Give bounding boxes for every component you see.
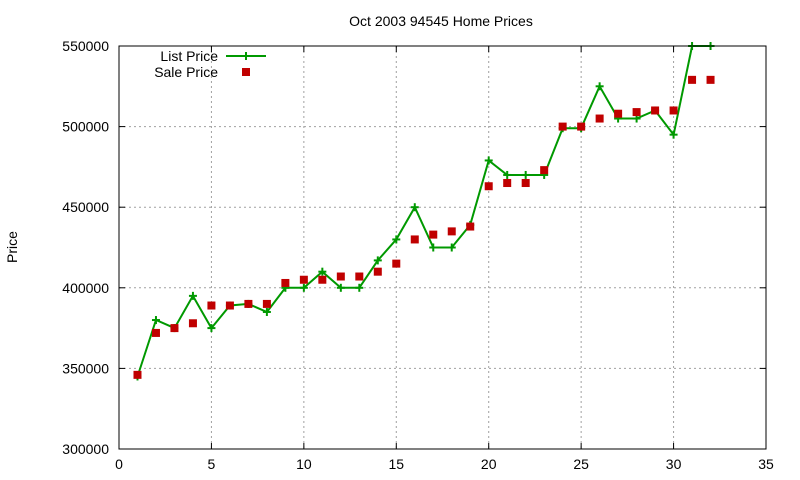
sale-price-point — [429, 230, 438, 239]
y-axis-label: Price — [4, 231, 20, 263]
list-price-point — [503, 170, 512, 179]
sale-price-point — [262, 299, 271, 308]
list-price-point — [429, 243, 438, 252]
sale-price-point — [706, 75, 715, 84]
x-tick-label: 5 — [208, 456, 216, 472]
sale-price-point — [484, 182, 493, 191]
grid-lines — [119, 46, 766, 449]
sale-price-point — [521, 179, 530, 188]
list-price-point — [410, 203, 419, 212]
list-price-point — [207, 324, 216, 333]
x-tick-label: 35 — [758, 456, 774, 472]
list-price-point — [151, 316, 160, 325]
list-price-point — [336, 283, 345, 292]
tick-labels: 0 5 10 15 20 25 30 35 300000 350000 400000 450000 50… — [62, 38, 774, 472]
sale-price-point — [244, 299, 253, 308]
list-price-point — [392, 235, 401, 244]
sale-price-point — [447, 227, 456, 236]
plot-frame — [118, 45, 767, 450]
x-tick-label: 0 — [115, 456, 123, 472]
legend-entry: List Price — [160, 48, 266, 64]
list-price-point — [318, 267, 327, 276]
list-price-point — [262, 307, 271, 316]
sale-price-point — [651, 106, 660, 115]
sale-price-point — [318, 275, 327, 284]
list-price-point — [521, 170, 530, 179]
sale-price-point — [577, 122, 586, 131]
list-price-point — [669, 130, 678, 139]
x-tick-label: 15 — [388, 456, 404, 472]
sale-price-point — [336, 272, 345, 281]
y-tick-label: 400000 — [62, 280, 109, 296]
sale-price-point — [632, 108, 641, 117]
sale-price-point — [281, 278, 290, 287]
list-price-point — [484, 156, 493, 165]
sale-price-point — [595, 114, 604, 123]
y-tick-label: 550000 — [62, 38, 109, 54]
x-tick-label: 20 — [481, 456, 497, 472]
legend-label: Sale Price — [154, 64, 218, 80]
x-tick-label: 30 — [666, 456, 682, 472]
list-price-point — [188, 291, 197, 300]
sale-price-point — [170, 324, 179, 333]
sale-price-point — [133, 370, 142, 379]
sale-price-point — [669, 106, 678, 115]
sale-price-point — [355, 272, 364, 281]
sale-price-point — [558, 122, 567, 131]
series-sale-price — [133, 75, 715, 379]
sale-price-point — [207, 301, 216, 310]
sale-price-point — [392, 259, 401, 268]
sale-price-point — [540, 166, 549, 175]
sale-price-point — [688, 75, 697, 84]
y-tick-label: 500000 — [62, 119, 109, 135]
y-tick-label: 300000 — [62, 441, 109, 457]
list-price-point — [373, 256, 382, 265]
x-tick-label: 10 — [296, 456, 312, 472]
sale-price-point — [299, 275, 308, 284]
x-tick-label: 25 — [573, 456, 589, 472]
sale-price-point — [614, 109, 623, 118]
sale-price-point — [503, 179, 512, 188]
y-tick-label: 450000 — [62, 199, 109, 215]
legend-swatch-marker — [242, 68, 250, 76]
legend-label: List Price — [160, 48, 218, 64]
sale-price-point — [188, 319, 197, 328]
sale-price-point — [410, 235, 419, 244]
legend-entry: Sale Price — [154, 64, 250, 80]
sale-price-point — [373, 267, 382, 276]
sale-price-point — [466, 222, 475, 231]
list-price-point — [299, 283, 308, 292]
sale-price-point — [225, 301, 234, 310]
sale-price-point — [151, 328, 160, 337]
legend-swatch-marker — [242, 52, 250, 60]
y-tick-label: 350000 — [62, 360, 109, 376]
chart-title: Oct 2003 94545 Home Prices — [349, 13, 533, 29]
list-price-point — [355, 283, 364, 292]
list-price-point — [447, 243, 456, 252]
list-price-point — [595, 82, 604, 91]
